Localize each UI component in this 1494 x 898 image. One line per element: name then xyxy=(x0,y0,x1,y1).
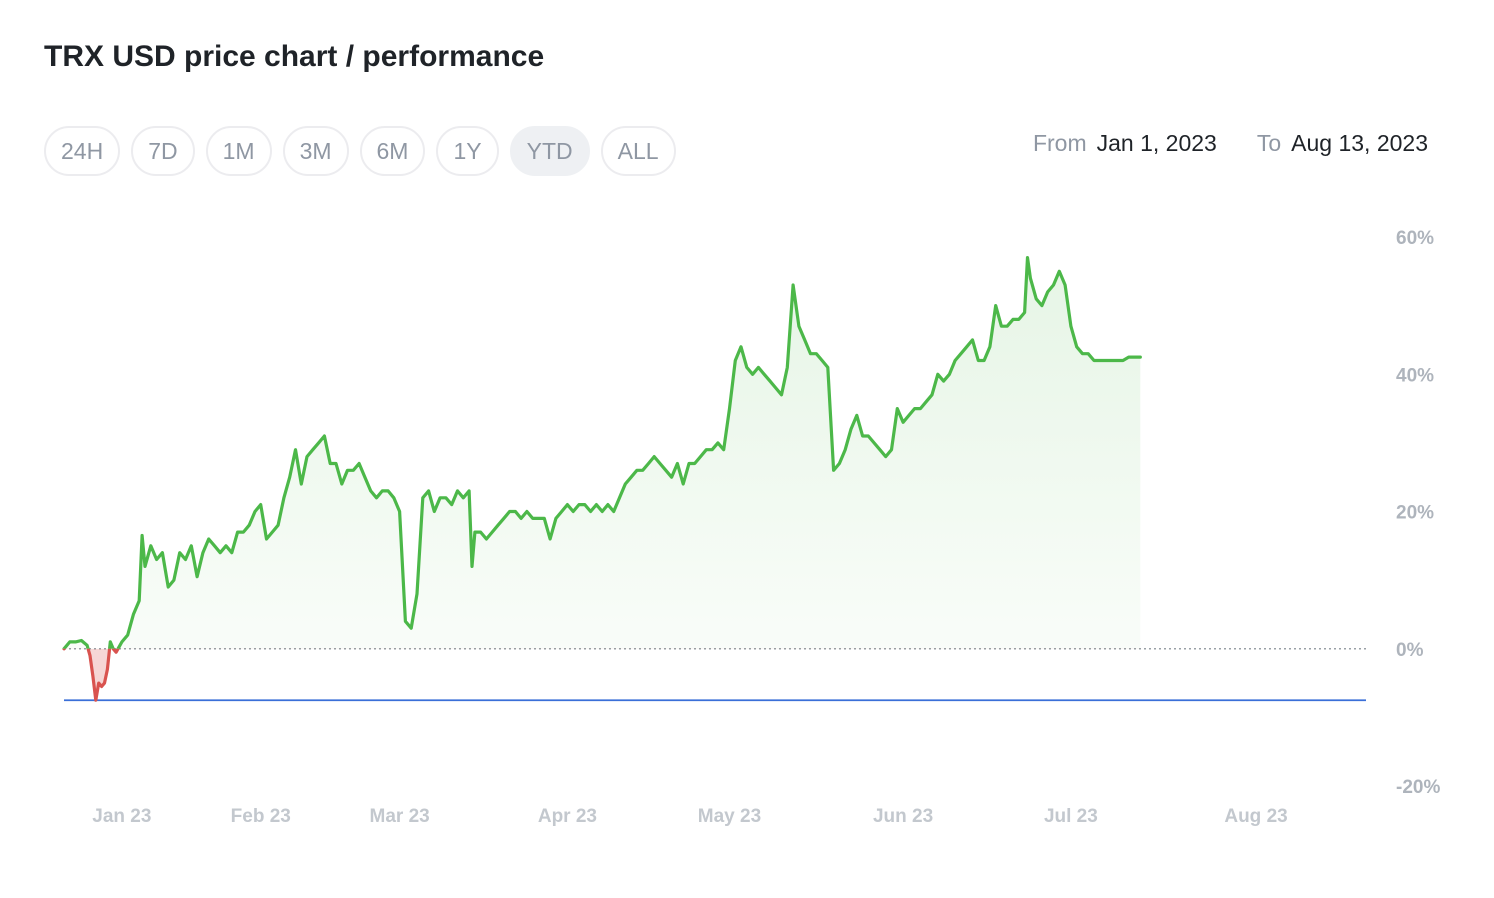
x-tick-label: Jul 23 xyxy=(1044,806,1098,827)
range-6m-button[interactable]: 6M xyxy=(359,126,426,176)
range-all-button[interactable]: ALL xyxy=(600,126,676,176)
y-tick-label: 0% xyxy=(1396,640,1424,661)
from-label: From xyxy=(1032,130,1087,156)
positive-area xyxy=(64,257,1141,649)
x-tick-label: May 23 xyxy=(698,806,761,827)
x-tick-label: Jan 23 xyxy=(92,806,151,827)
range-3m-button[interactable]: 3M xyxy=(282,126,349,176)
x-tick-label: Feb 23 xyxy=(231,806,291,827)
range-24h-button[interactable]: 24H xyxy=(44,126,121,176)
from-date[interactable]: Jan 1, 2023 xyxy=(1096,130,1217,156)
y-tick-label: 40% xyxy=(1396,365,1434,386)
range-1y-button[interactable]: 1Y xyxy=(436,126,499,176)
date-range: From Jan 1, 2023 To Aug 13, 2023 xyxy=(1033,130,1428,157)
to-label: To xyxy=(1256,130,1282,156)
range-1m-button[interactable]: 1M xyxy=(205,126,272,176)
y-tick-label: -20% xyxy=(1396,777,1440,798)
time-range-selector: 24H 7D 1M 3M 6M 1Y YTD ALL xyxy=(44,126,676,176)
y-tick-label: 20% xyxy=(1396,503,1434,524)
range-ytd-button[interactable]: YTD xyxy=(509,126,590,176)
y-tick-label: 60% xyxy=(1396,228,1434,249)
performance-line-positive xyxy=(62,256,1142,649)
x-tick-label: Aug 23 xyxy=(1224,806,1287,827)
chart-title: TRX USD price chart / performance xyxy=(44,40,545,73)
to-date[interactable]: Aug 13, 2023 xyxy=(1291,130,1428,156)
x-tick-label: Apr 23 xyxy=(538,806,597,827)
x-tick-label: Jun 23 xyxy=(873,806,933,827)
range-7d-button[interactable]: 7D xyxy=(131,126,195,176)
x-tick-label: Mar 23 xyxy=(370,806,430,827)
